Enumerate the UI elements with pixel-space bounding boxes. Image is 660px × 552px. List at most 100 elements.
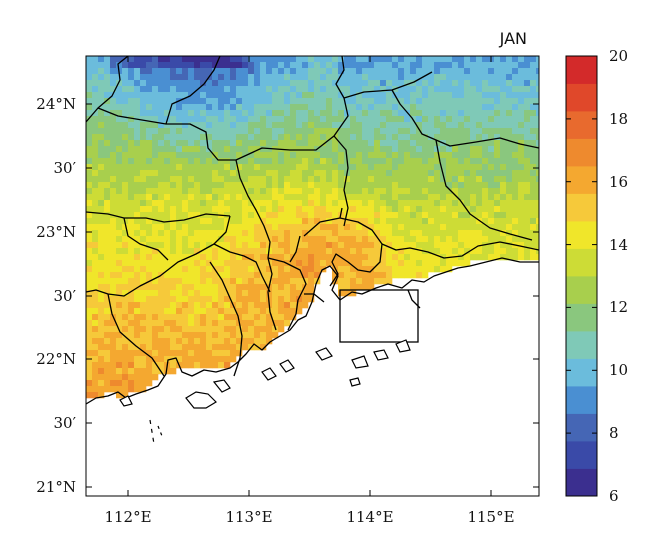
raster-cell — [404, 236, 411, 243]
raster-cell — [344, 122, 351, 129]
raster-cell — [218, 74, 225, 81]
raster-cell — [296, 74, 303, 81]
raster-cell — [182, 152, 189, 159]
boundary-line — [289, 235, 301, 263]
raster-cell — [374, 188, 381, 195]
raster-cell — [278, 164, 285, 171]
raster-cell — [380, 56, 387, 63]
raster-cell — [278, 170, 285, 177]
raster-cell — [200, 338, 207, 345]
raster-cell — [410, 206, 417, 213]
raster-cell — [146, 188, 153, 195]
raster-cell — [464, 194, 471, 201]
raster-cell — [236, 296, 243, 303]
raster-cell — [236, 86, 243, 93]
raster-cell — [272, 56, 279, 63]
raster-cell — [170, 242, 177, 249]
raster-cell — [500, 116, 507, 123]
colorbar-swatch — [566, 386, 597, 414]
raster-cell — [248, 332, 255, 339]
raster-cell — [422, 242, 429, 249]
raster-cell — [182, 80, 189, 87]
raster-cell — [464, 176, 471, 183]
raster-cell — [170, 332, 177, 339]
raster-cell — [134, 164, 141, 171]
raster-cell — [506, 194, 513, 201]
raster-cell — [356, 176, 363, 183]
raster-cell — [488, 68, 495, 75]
raster-cell — [338, 200, 345, 207]
raster-cell — [464, 74, 471, 81]
raster-cell — [506, 170, 513, 177]
raster-cell — [248, 74, 255, 81]
raster-cell — [464, 152, 471, 159]
raster-cell — [152, 254, 159, 261]
raster-cell — [266, 314, 273, 321]
raster-cell — [278, 230, 285, 237]
lon-tick-label: 112°E — [104, 508, 151, 526]
raster-cell — [296, 152, 303, 159]
raster-cell — [86, 224, 93, 231]
raster-cell — [332, 164, 339, 171]
raster-cell — [158, 152, 165, 159]
raster-cell — [530, 158, 537, 165]
raster-cell — [236, 284, 243, 291]
raster-cell — [398, 230, 405, 237]
raster-cell — [188, 260, 195, 267]
raster-cell — [182, 110, 189, 117]
raster-cell — [332, 230, 339, 237]
raster-cell — [308, 140, 315, 147]
raster-cell — [524, 74, 531, 81]
raster-cell — [98, 86, 105, 93]
raster-cell — [356, 224, 363, 231]
raster-cell — [242, 116, 249, 123]
raster-cell — [290, 170, 297, 177]
raster-cell — [254, 218, 261, 225]
raster-cell — [170, 278, 177, 285]
raster-cell — [224, 218, 231, 225]
raster-cell — [188, 248, 195, 255]
admin-boundaries — [86, 56, 539, 377]
raster-cell — [338, 134, 345, 141]
raster-cell — [434, 128, 441, 135]
raster-cell — [434, 170, 441, 177]
raster-cell — [98, 56, 105, 63]
raster-cell — [422, 254, 429, 261]
raster-cell — [182, 272, 189, 279]
raster-cell — [158, 260, 165, 267]
raster-cell — [260, 194, 267, 201]
raster-cell — [362, 230, 369, 237]
raster-cell — [308, 98, 315, 105]
raster-cell — [158, 56, 165, 63]
raster-cell — [458, 128, 465, 135]
raster-cell — [104, 374, 111, 381]
raster-cell — [296, 176, 303, 183]
raster-cell — [134, 146, 141, 153]
raster-cell — [374, 62, 381, 69]
raster-cell — [224, 350, 231, 357]
raster-cell — [314, 62, 321, 69]
raster-cell — [86, 98, 93, 105]
raster-cell — [326, 176, 333, 183]
raster-cell — [308, 134, 315, 141]
raster-cell — [116, 374, 123, 381]
raster-cell — [212, 260, 219, 267]
raster-cell — [338, 170, 345, 177]
raster-cell — [368, 140, 375, 147]
raster-cell — [506, 86, 513, 93]
raster-cell — [122, 158, 129, 165]
raster-cell — [236, 140, 243, 147]
raster-cell — [434, 104, 441, 111]
raster-cell — [164, 122, 171, 129]
raster-cell — [368, 266, 375, 273]
raster-cell — [230, 56, 237, 63]
lat-tick-label: 22°N — [36, 350, 76, 368]
raster-cell — [182, 314, 189, 321]
raster-cell — [302, 98, 309, 105]
raster-cell — [266, 86, 273, 93]
raster-cell — [500, 104, 507, 111]
raster-cell — [410, 272, 417, 279]
raster-cell — [428, 224, 435, 231]
raster-cell — [236, 344, 243, 351]
raster-cell — [104, 356, 111, 363]
